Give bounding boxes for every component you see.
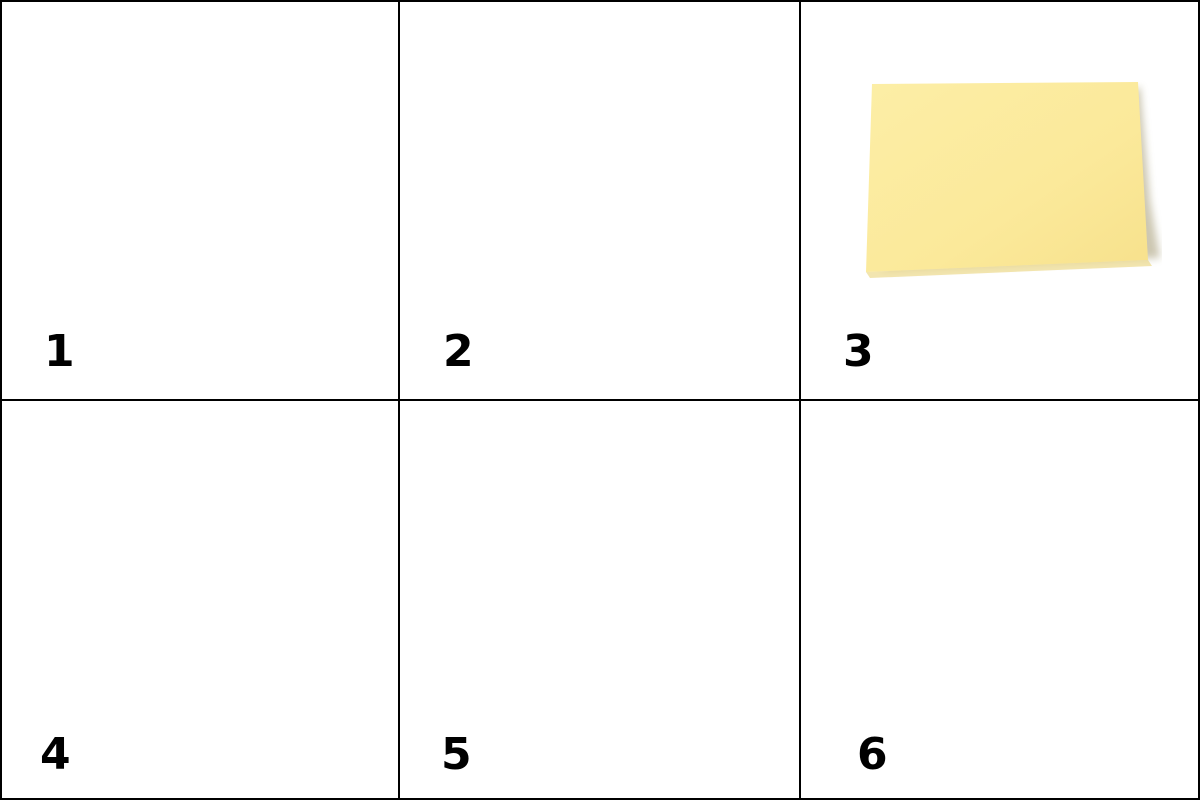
grid-vertical-divider-1 [398,0,400,800]
cell-3-number: 3 [843,326,874,377]
cell-6-number: 6 [857,729,888,780]
grid-vertical-divider-2 [799,0,801,800]
cell-4-number: 4 [40,729,71,780]
cell-2-number: 2 [443,326,474,377]
grid-horizontal-divider [0,399,1200,401]
cell-1-number: 1 [44,326,75,377]
sticky-note-icon [866,82,1160,278]
cell-5-number: 5 [441,729,472,780]
